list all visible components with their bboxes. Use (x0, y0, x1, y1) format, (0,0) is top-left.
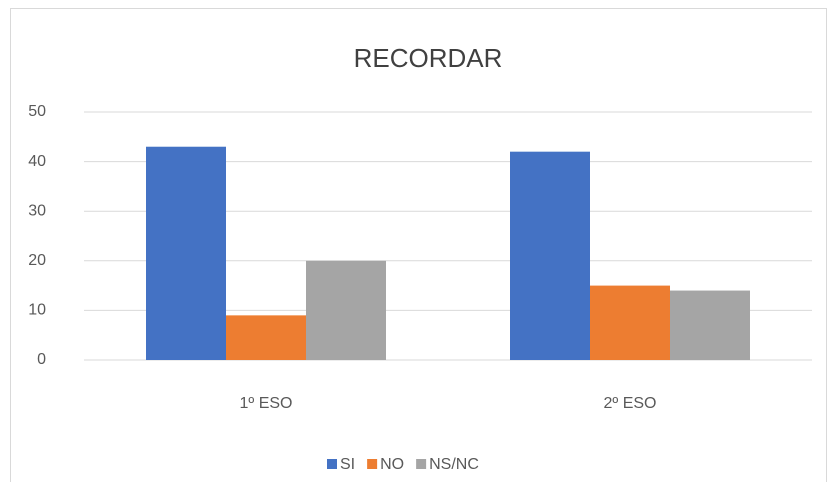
bar (510, 151, 590, 360)
legend-swatch (416, 459, 427, 469)
y-tick-label: 30 (28, 202, 46, 219)
y-tick-label: 50 (28, 103, 46, 120)
y-tick-label: 20 (28, 252, 46, 269)
x-tick-label: 1º ESO (240, 395, 293, 412)
bar (306, 260, 386, 360)
bar (590, 285, 670, 360)
bar (226, 315, 306, 360)
bar (146, 146, 226, 360)
y-tick-label: 40 (28, 153, 46, 170)
chart-title: RECORDAR (354, 43, 503, 73)
y-tick-label: 0 (37, 351, 46, 368)
legend-swatch (367, 459, 378, 469)
y-tick-label: 10 (28, 302, 46, 319)
chart-frame (10, 8, 827, 487)
legend-swatch (327, 459, 337, 469)
legend-label: SI (340, 456, 355, 473)
legend-label: NO (380, 456, 404, 473)
x-tick-label: 2º ESO (604, 395, 657, 412)
legend-label: NS/NC (429, 456, 479, 473)
bar (670, 290, 750, 360)
